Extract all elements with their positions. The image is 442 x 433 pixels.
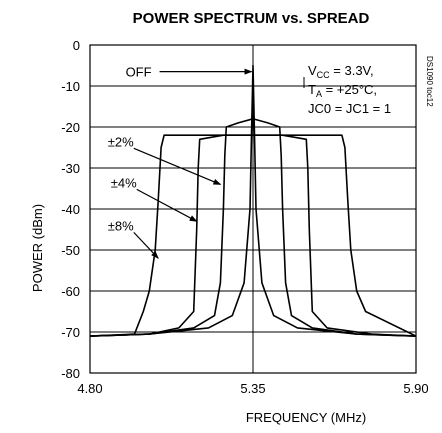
y-tick-label: -80: [61, 366, 80, 381]
y-tick-label: -60: [61, 284, 80, 299]
series-annotations: OFF ±2% ±4% ±8%: [108, 65, 305, 259]
y-tick-label: 0: [73, 38, 80, 53]
annotation-arrow: [133, 147, 222, 185]
plot-frame: [89, 44, 417, 374]
x-tick-label: 5.90: [403, 381, 428, 396]
annotation-arrow: [136, 188, 198, 222]
series-line-1: [89, 118, 417, 337]
series-line-0: [89, 64, 417, 337]
ta-condition: TA = +25°C,: [308, 82, 377, 99]
y-tick-label: -50: [61, 243, 80, 258]
annotation-label: OFF: [126, 65, 152, 80]
jc-condition: JC0 = JC1 = 1: [308, 101, 391, 116]
x-tick-label: 4.80: [77, 381, 102, 396]
y-axis-label: POWER (dBm): [30, 204, 45, 292]
x-axis-label: FREQUENCY (MHz): [246, 410, 366, 425]
series-line-3: [89, 134, 417, 337]
y-tick-labels: 0 -10 -20 -30 -40 -50 -60 -70 -80: [61, 38, 80, 381]
vcc-condition: VCC = 3.3V,: [308, 63, 374, 80]
y-tick-label: -20: [61, 120, 80, 135]
annotation-arrow: [133, 231, 159, 259]
chart-title: POWER SPECTRUM vs. SPREAD: [133, 10, 370, 27]
y-tick-label: -30: [61, 161, 80, 176]
annotation-label: ±8%: [108, 218, 134, 233]
annotation-label: ±4%: [111, 175, 137, 190]
series-lines: [89, 64, 417, 337]
figure-code: DS1090 toc12: [425, 56, 434, 107]
x-tick-label: 5.35: [240, 381, 265, 396]
y-tick-label: -10: [61, 79, 80, 94]
y-tick-label: -40: [61, 202, 80, 217]
annotation-label: ±2%: [108, 134, 134, 149]
y-tick-label: -70: [61, 325, 80, 340]
x-tick-labels: 4.80 5.35 5.90: [77, 381, 428, 396]
